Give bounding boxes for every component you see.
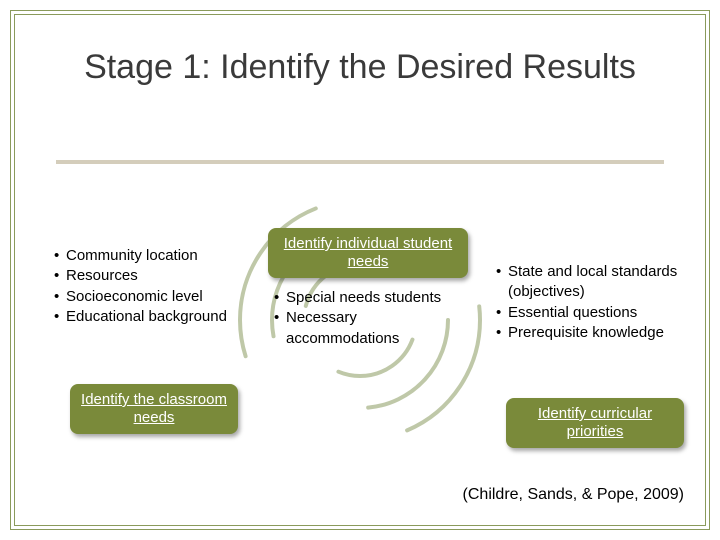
label-student-needs: Identify individual student needs [268, 228, 468, 278]
column-classroom-needs: •Community location •Resources •Socioeco… [48, 242, 248, 331]
bullet-text: State and local standards (objectives) [508, 262, 684, 303]
bullet-list: •State and local standards (objectives) … [490, 258, 690, 347]
bullet-list: •Special needs students •Necessary accom… [268, 284, 468, 353]
bullet-list: •Community location •Resources •Socioeco… [48, 242, 248, 331]
page-title: Stage 1: Identify the Desired Results [0, 48, 720, 87]
bullet-text: Socioeconomic level [66, 287, 203, 307]
bullet-text: Special needs students [286, 288, 441, 308]
citation: (Childre, Sands, & Pope, 2009) [463, 486, 684, 504]
bullet-text: Resources [66, 266, 138, 286]
label-classroom-needs: Identify the classroom needs [70, 384, 238, 434]
bullet-text: Educational background [66, 307, 227, 327]
column-student-needs: Identify individual student needs •Speci… [268, 228, 468, 353]
bullet-text: Community location [66, 246, 198, 266]
column-curricular-priorities: •State and local standards (objectives) … [490, 258, 690, 347]
label-curricular-priorities: Identify curricular priorities [506, 398, 684, 448]
bullet-text: Necessary accommodations [286, 308, 462, 349]
bullet-text: Essential questions [508, 303, 637, 323]
title-underline [56, 160, 664, 164]
bullet-text: Prerequisite knowledge [508, 323, 664, 343]
